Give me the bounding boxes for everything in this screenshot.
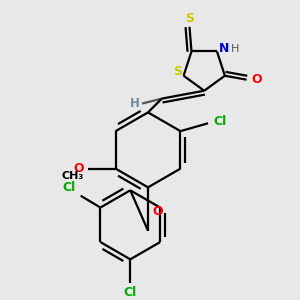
Text: S: S: [185, 12, 194, 26]
Text: O: O: [153, 205, 163, 218]
Text: S: S: [173, 65, 182, 78]
Text: N: N: [219, 42, 229, 55]
Text: H: H: [230, 44, 239, 53]
Text: O: O: [251, 73, 262, 86]
Text: H: H: [130, 97, 140, 110]
Text: CH₃: CH₃: [61, 172, 83, 182]
Text: O: O: [74, 162, 84, 175]
Text: Cl: Cl: [124, 286, 137, 299]
Text: Cl: Cl: [213, 115, 226, 128]
Text: Cl: Cl: [62, 181, 76, 194]
